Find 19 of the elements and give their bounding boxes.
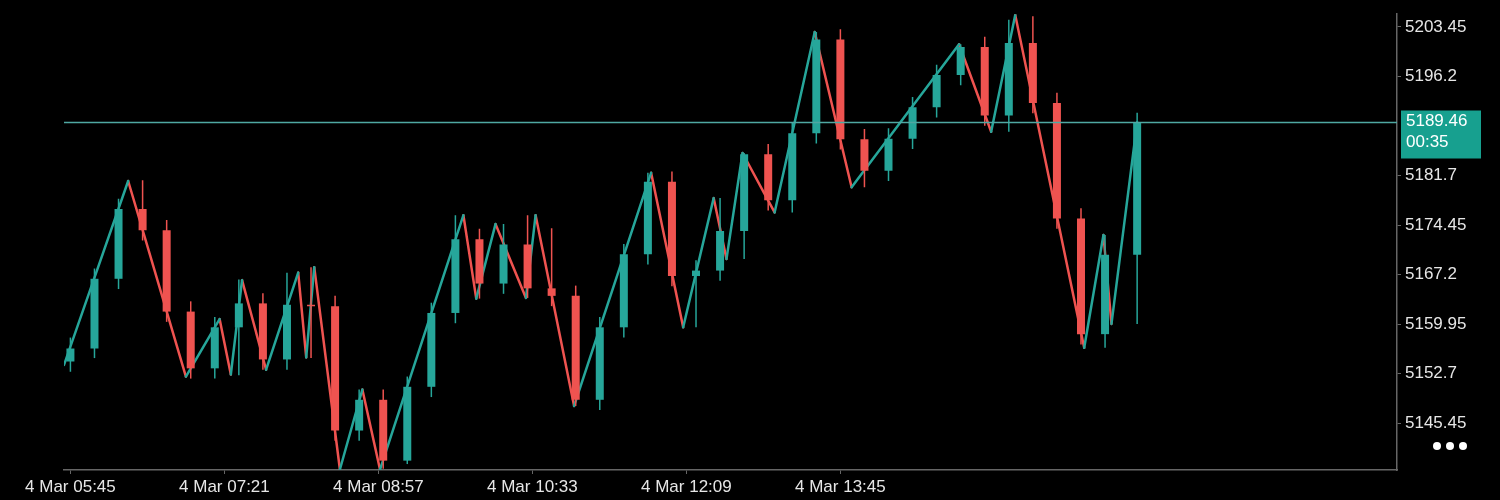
x-tick-label: 4 Mar 13:45: [795, 476, 886, 496]
x-tick-label: 4 Mar 05:45: [25, 476, 116, 496]
x-tick-label: 4 Mar 12:09: [641, 476, 732, 496]
ref-line-label: 5189.46 00:35: [1406, 110, 1468, 151]
candlestick: [692, 259, 701, 329]
y-tick-label: 5196.2: [1405, 66, 1457, 86]
y-tick-label: 5203.45: [1405, 16, 1467, 36]
x-tick-label: 4 Mar 10:33: [487, 476, 578, 496]
y-tick-label: 5174.45: [1405, 214, 1467, 234]
y-tick-label: 5167.2: [1405, 264, 1457, 284]
y-tick-label: 5152.7: [1405, 363, 1457, 383]
candlestick: [138, 179, 147, 242]
x-tick-label: 4 Mar 08:57: [333, 476, 424, 496]
y-tick-label: 5159.95: [1405, 313, 1467, 333]
x-tick-label: 4 Mar 07:21: [179, 476, 270, 496]
y-tick-label: 5145.45: [1405, 413, 1467, 433]
candlestick: [234, 278, 243, 376]
y-tick-label: 5181.7: [1405, 165, 1457, 185]
candlestick: [547, 227, 556, 307]
